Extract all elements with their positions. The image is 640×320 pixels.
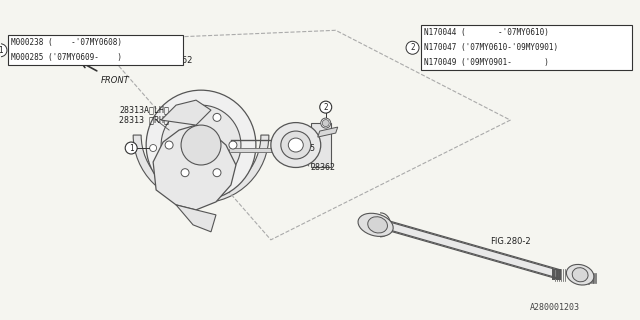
Polygon shape [385,220,560,280]
Bar [8,35,183,65]
Circle shape [320,101,332,113]
Circle shape [146,90,256,200]
Circle shape [181,125,221,165]
Circle shape [406,41,419,54]
Circle shape [213,169,221,177]
Ellipse shape [281,131,311,159]
Circle shape [321,118,331,128]
Circle shape [322,120,329,127]
Text: M000238 (    -'07MY0608): M000238 ( -'07MY0608) [12,38,122,47]
Circle shape [150,145,157,151]
Circle shape [165,141,173,149]
Ellipse shape [572,268,588,282]
Text: FRONT: FRONT [101,76,130,85]
Ellipse shape [368,217,387,233]
Text: FIG.262: FIG.262 [160,56,192,65]
Circle shape [229,141,237,149]
Circle shape [181,113,189,121]
Ellipse shape [288,138,303,152]
Ellipse shape [271,123,321,167]
Wedge shape [133,135,269,203]
Polygon shape [153,125,236,210]
Text: 2: 2 [410,43,415,52]
Text: A280001203: A280001203 [530,303,580,312]
Text: 28362: 28362 [311,164,336,172]
Circle shape [125,142,137,154]
Text: 2: 2 [323,103,328,112]
Text: 1: 1 [0,46,3,55]
Text: N170049 ('09MY0901-       ): N170049 ('09MY0901- ) [424,58,548,67]
Text: 28365: 28365 [291,144,316,153]
Text: 1: 1 [129,144,134,153]
Text: N170044 (       -'07MY0610): N170044 ( -'07MY0610) [424,28,548,37]
Bar [420,25,632,70]
Polygon shape [311,123,331,167]
Circle shape [213,113,221,121]
Ellipse shape [566,264,594,285]
Circle shape [181,169,189,177]
Text: 28313A〈LH〉: 28313A〈LH〉 [119,106,169,115]
Polygon shape [317,127,338,137]
Circle shape [161,105,241,185]
Circle shape [0,44,7,57]
Text: 28313 〈RH〉: 28313 〈RH〉 [119,116,169,124]
Text: N170047 ('07MY0610-'09MY0901): N170047 ('07MY0610-'09MY0901) [424,43,557,52]
Text: M000285 ('07MY0609-    ): M000285 ('07MY0609- ) [12,53,122,62]
Polygon shape [176,205,216,232]
Polygon shape [161,100,211,125]
Ellipse shape [358,213,393,236]
Text: FIG.280-2: FIG.280-2 [490,237,531,246]
